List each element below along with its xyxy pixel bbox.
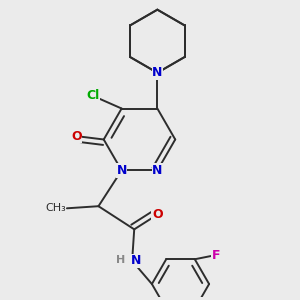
Text: H: H [116, 255, 125, 265]
Text: F: F [212, 248, 220, 262]
Text: N: N [131, 254, 142, 267]
Text: N: N [152, 66, 163, 79]
Text: N: N [152, 164, 163, 177]
Text: N: N [116, 164, 127, 177]
Text: Cl: Cl [86, 89, 100, 102]
Text: CH₃: CH₃ [45, 203, 66, 213]
Text: O: O [71, 130, 82, 142]
Text: O: O [152, 208, 163, 221]
